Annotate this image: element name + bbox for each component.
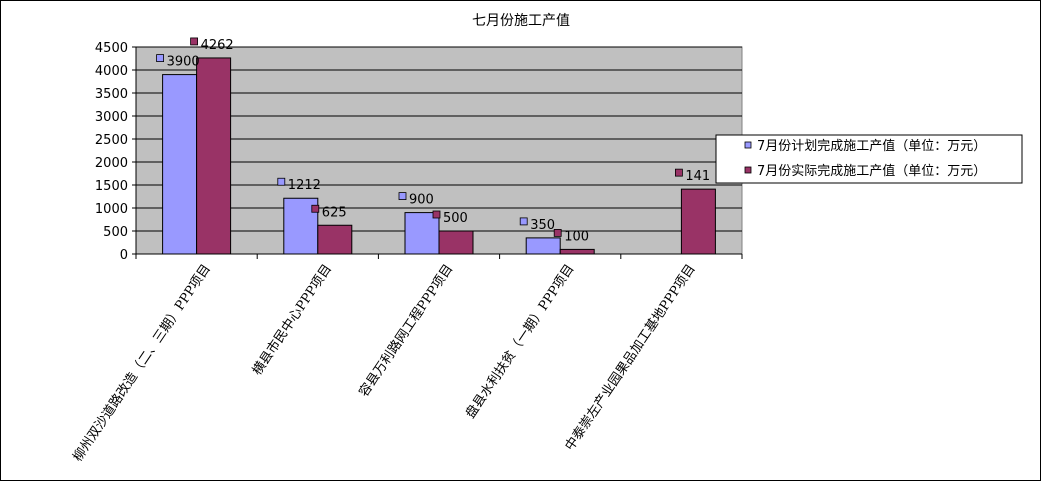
bar [438,230,474,255]
y-tick-label: 500 [103,225,128,240]
data-label-marker [156,54,165,62]
y-tick-label: 3000 [95,110,128,125]
bar [404,212,440,255]
bar [525,237,561,255]
data-label: 3900 [167,55,200,70]
data-label: 100 [564,229,589,244]
y-tick-label: 4000 [95,64,128,79]
y-tick-label: 4500 [95,41,128,56]
legend: 7月份计划完成施工产值（单位：万元） 7月份实际完成施工产值（单位：万元） [715,134,1023,184]
chart-title: 七月份施工产值 [472,13,570,29]
y-tick-label: 1000 [95,202,128,217]
data-label: 141 [685,169,710,184]
data-label-marker [277,177,286,186]
gridlines [136,46,742,232]
legend-swatch-planned [744,141,752,149]
data-label-marker [190,37,199,46]
category-label: 容县万利路网工程PPP项目 [356,261,457,399]
category-label: 横县市民中心PPP项目 [249,261,335,378]
y-tick-label: 3500 [95,87,128,102]
bar [680,188,716,255]
category-labels: 柳州双沙道路改造（二、三期）PPP项目 横县市民中心PPP项目 容县万利路网工程PP… [70,261,699,464]
data-label: 1212 [288,178,321,193]
data-label: 500 [443,211,468,226]
y-tick-label: 0 [120,248,128,263]
data-label-marker [519,217,528,226]
data-label-marker [553,228,562,237]
bar [196,57,232,255]
legend-box [715,134,1023,184]
legend-entry-actual: 7月份实际完成施工产值（单位：万元） [757,163,986,179]
legend-swatch-actual [744,166,752,174]
legend-entry-planned: 7月份计划完成施工产值（单位：万元） [757,138,986,154]
data-label-marker [675,168,683,177]
data-label-marker [311,204,320,213]
y-tick-label: 2500 [95,133,128,148]
category-label: 柳州双沙道路改造（二、三期）PPP项目 [70,261,214,464]
bar [317,224,353,255]
category-label: 盘县水利扶贫（一期）PPP项目 [462,261,577,421]
data-label: 625 [322,205,347,220]
data-label: 900 [409,193,434,208]
axes: 0 500 1000 1500 2000 2500 3000 3500 4000 4500 [95,41,743,263]
y-tick-label: 1500 [95,179,128,194]
data-label: 350 [530,218,555,233]
data-labels: 3900 1212 900 350 4262 625 500 100 141 [156,37,710,244]
bars [162,57,716,255]
data-label: 4262 [201,38,234,53]
category-label: 中泰崇左产业园果品加工基地PPP项目 [563,262,699,454]
y-tick-label: 2000 [95,156,128,171]
bar [162,74,198,255]
data-label-marker [432,210,441,219]
bar [559,248,595,255]
data-label-marker [398,192,407,201]
